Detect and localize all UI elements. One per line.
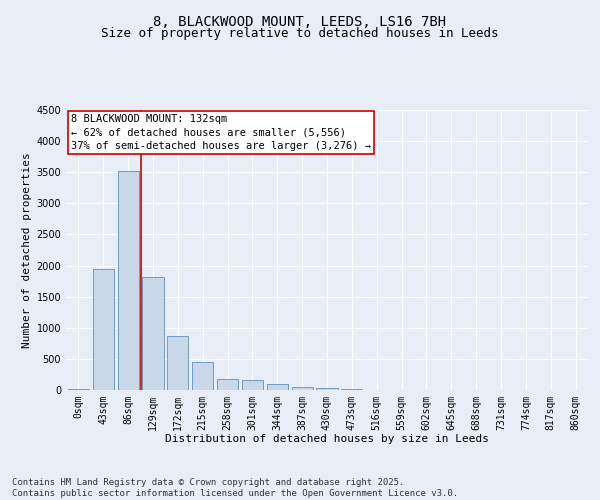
Bar [142, 278, 164, 390]
Bar [292, 386, 313, 390]
Text: Size of property relative to detached houses in Leeds: Size of property relative to detached ho… [101, 28, 499, 40]
Bar [167, 336, 188, 390]
Bar [217, 380, 238, 390]
Bar [267, 384, 288, 390]
Bar [192, 362, 213, 390]
Y-axis label: Number of detached properties: Number of detached properties [22, 152, 32, 348]
Bar [93, 268, 114, 390]
Bar [316, 388, 338, 390]
Text: 8, BLACKWOOD MOUNT, LEEDS, LS16 7BH: 8, BLACKWOOD MOUNT, LEEDS, LS16 7BH [154, 15, 446, 29]
Bar [242, 380, 263, 390]
Bar [118, 171, 139, 390]
Text: Contains HM Land Registry data © Crown copyright and database right 2025.
Contai: Contains HM Land Registry data © Crown c… [12, 478, 458, 498]
X-axis label: Distribution of detached houses by size in Leeds: Distribution of detached houses by size … [165, 434, 489, 444]
Text: 8 BLACKWOOD MOUNT: 132sqm
← 62% of detached houses are smaller (5,556)
37% of se: 8 BLACKWOOD MOUNT: 132sqm ← 62% of detac… [71, 114, 371, 150]
